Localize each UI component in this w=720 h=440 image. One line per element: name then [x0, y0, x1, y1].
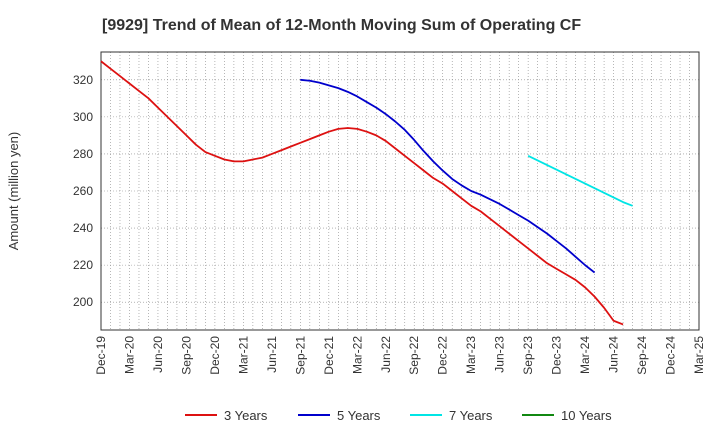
x-tick-label: Mar-21: [236, 336, 250, 374]
legend-label: 3 Years: [224, 408, 268, 423]
x-tick-label: Jun-24: [607, 336, 621, 373]
x-tick-label: Sep-23: [521, 336, 535, 375]
x-tick-label: Mar-22: [350, 336, 364, 374]
y-tick-label: 300: [73, 110, 93, 124]
x-tick-label: Mar-20: [122, 336, 136, 374]
x-tick-label: Dec-23: [550, 336, 564, 375]
legend-label: 10 Years: [561, 408, 612, 423]
legend-label: 7 Years: [449, 408, 493, 423]
x-tick-label: Sep-21: [293, 336, 307, 375]
x-tick-label: Jun-22: [379, 336, 393, 373]
x-tick-label: Sep-20: [179, 336, 193, 375]
x-tick-label: Jun-23: [493, 336, 507, 373]
y-axis-label: Amount (million yen): [6, 132, 21, 251]
x-tick-label: Jun-20: [151, 336, 165, 373]
legend-label: 5 Years: [337, 408, 381, 423]
y-tick-label: 220: [73, 258, 93, 272]
y-tick-label: 280: [73, 147, 93, 161]
chart-title: [9929] Trend of Mean of 12-Month Moving …: [102, 17, 581, 34]
series-line-7-years: [527, 154, 633, 207]
y-tick-label: 240: [73, 221, 93, 235]
grid: [101, 52, 699, 330]
x-tick-label: Dec-24: [664, 336, 678, 375]
x-tick-label: Dec-21: [322, 336, 336, 375]
series-group: [100, 60, 633, 326]
legend: 3 Years 5 Years 7 Years 10 Years: [185, 408, 612, 423]
plot-frame: [100, 51, 700, 331]
y-tick-label: 260: [73, 184, 93, 198]
y-tick-label: 320: [73, 73, 93, 87]
y-tick-label: 200: [73, 295, 93, 309]
x-tick-label: Dec-19: [94, 336, 108, 375]
x-tick-label: Sep-22: [407, 336, 421, 375]
x-tick-label: Dec-22: [436, 336, 450, 375]
x-tick-label: Dec-20: [208, 336, 222, 375]
x-tick-label: Mar-23: [464, 336, 478, 374]
x-axis: Dec-19 Mar-20 Jun-20 Sep-20 Dec-20 Mar-21 Jun-…: [94, 336, 706, 375]
series-line-3-years: [100, 60, 624, 326]
x-tick-label: Mar-25: [692, 336, 706, 374]
series-line-5-years: [300, 78, 596, 274]
y-axis: 200 220 240 260 280 300 320: [73, 73, 93, 309]
x-tick-label: Jun-21: [265, 336, 279, 373]
x-tick-label: Sep-24: [635, 336, 649, 375]
x-tick-label: Mar-24: [578, 336, 592, 374]
